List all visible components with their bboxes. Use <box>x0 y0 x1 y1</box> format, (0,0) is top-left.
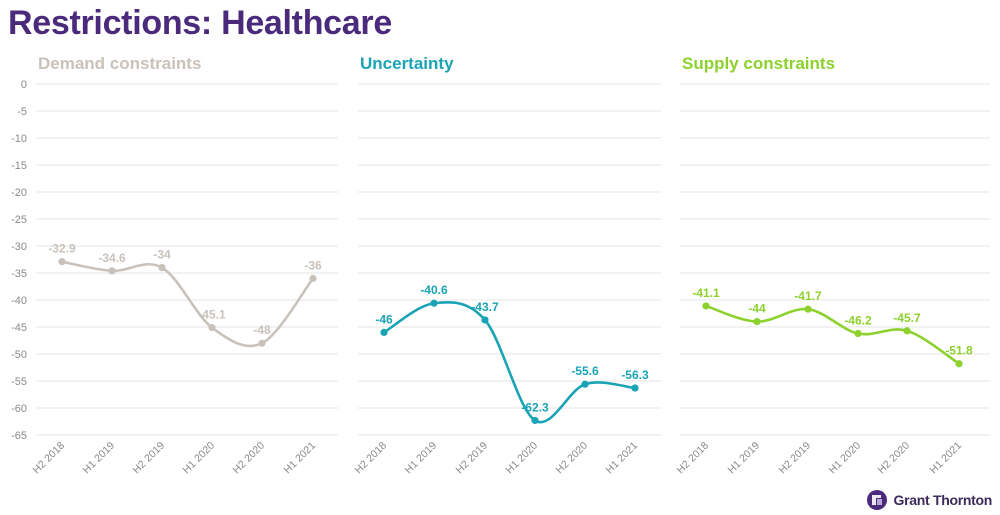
data-label: -62.3 <box>521 400 549 414</box>
x-tick-label: H2 2018 <box>675 440 712 477</box>
data-point <box>380 328 388 336</box>
data-point <box>430 299 438 307</box>
grant-thornton-logo-icon <box>866 490 887 510</box>
chart-title: Uncertainty <box>360 54 454 73</box>
chart-title: Demand constraints <box>38 54 201 73</box>
data-label: -36 <box>304 258 322 272</box>
chart-panel-3: Supply constraints H2 2018 H1 2019 H2 2019 H… <box>675 54 990 476</box>
x-tick-label: H1 2020 <box>181 440 218 477</box>
y-tick-label: -45 <box>11 322 27 334</box>
data-label: -44 <box>748 302 766 316</box>
y-tick-label: -65 <box>11 430 27 442</box>
y-tick-label: -5 <box>17 106 27 118</box>
x-tick-label: H2 2020 <box>231 440 268 477</box>
data-label: -40.6 <box>420 283 448 297</box>
data-point <box>753 318 761 326</box>
data-label: -45.1 <box>198 308 226 322</box>
data-point <box>309 274 317 282</box>
chart-panel-1: Demand constraints H2 2018 H1 2019 H2 2019 H… <box>31 54 338 476</box>
y-tick-label: -55 <box>11 376 27 388</box>
data-label: -55.6 <box>571 364 599 378</box>
data-label: -41.1 <box>692 286 720 300</box>
y-tick-label: -35 <box>11 268 27 280</box>
x-tick-label: H2 2020 <box>554 440 591 477</box>
data-label: -46.2 <box>844 313 872 327</box>
data-label: -41.7 <box>794 289 822 303</box>
data-label: -45.7 <box>893 311 921 325</box>
x-tick-label: H1 2021 <box>282 440 319 477</box>
data-point <box>955 360 963 368</box>
x-tick-label: H2 2020 <box>876 440 913 477</box>
data-point <box>854 329 862 338</box>
data-point <box>702 302 710 310</box>
series-line <box>60 260 315 348</box>
grant-thornton-logo: Grant Thornton <box>866 489 992 511</box>
data-label: -34.6 <box>98 251 126 265</box>
x-tick-label: H2 2019 <box>131 440 168 477</box>
y-tick-label: -20 <box>11 187 27 199</box>
chart-panel-2: Uncertainty H2 2018 H1 2019 H2 2019 H1 2020 H… <box>353 54 661 476</box>
x-tick-label: H1 2020 <box>504 440 541 477</box>
x-tick-label: H1 2019 <box>81 440 118 477</box>
x-tick-label: H1 2021 <box>604 440 641 477</box>
x-tick-label: H1 2021 <box>928 440 965 477</box>
y-tick-label: -40 <box>11 295 27 307</box>
series-line <box>704 304 961 366</box>
x-tick-label: H1 2019 <box>403 440 440 477</box>
data-point <box>258 339 266 347</box>
y-tick-label: 0 <box>21 79 27 91</box>
data-point <box>108 267 116 275</box>
x-tick-label: H2 2018 <box>353 440 390 477</box>
data-point <box>903 327 911 335</box>
series-line <box>382 300 637 424</box>
y-tick-label: -30 <box>11 241 27 253</box>
data-label: -48 <box>253 323 271 337</box>
data-label: -43.7 <box>471 300 499 314</box>
data-label: -32.9 <box>48 242 76 256</box>
x-tick-label: H2 2018 <box>31 440 68 477</box>
data-point <box>581 380 589 388</box>
grant-thornton-logo-text: Grant Thornton <box>893 492 993 508</box>
data-label: -46 <box>375 312 393 326</box>
chart-title: Supply constraints <box>682 54 835 73</box>
y-tick-label: -25 <box>11 214 27 226</box>
data-point <box>208 323 216 332</box>
data-label: -51.8 <box>945 344 973 358</box>
y-tick-label: -10 <box>11 133 27 145</box>
y-tick-label: -50 <box>11 349 27 361</box>
x-tick-label: H1 2020 <box>827 440 864 477</box>
data-point <box>804 305 812 313</box>
data-point <box>481 316 489 324</box>
x-tick-label: H1 2019 <box>726 440 763 477</box>
data-point <box>158 264 166 272</box>
page-title: Restrictions: Healthcare <box>8 4 392 42</box>
data-label: -34 <box>153 248 171 262</box>
y-tick-label: -15 <box>11 160 27 172</box>
x-tick-label: H2 2019 <box>777 440 814 477</box>
data-point <box>631 384 639 392</box>
data-label: -56.3 <box>621 368 649 382</box>
data-point <box>531 416 539 425</box>
data-point <box>58 258 66 266</box>
y-tick-label: -60 <box>11 403 27 415</box>
x-tick-label: H2 2019 <box>454 440 491 477</box>
